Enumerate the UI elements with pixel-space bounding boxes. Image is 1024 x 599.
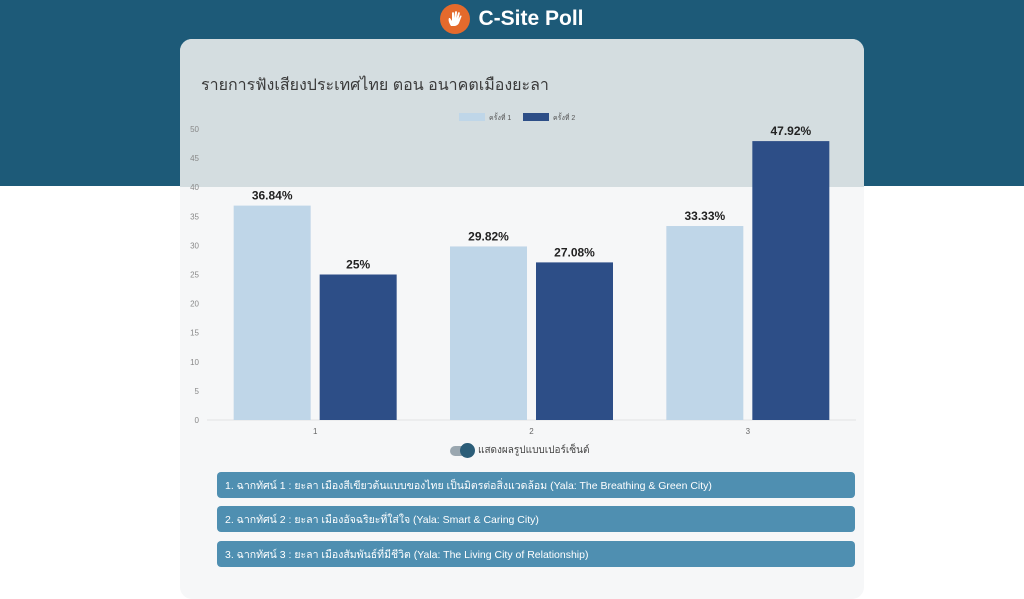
y-tick-label: 10 (190, 358, 199, 367)
legend-swatch-1 (459, 113, 485, 121)
legend-label-2: ครั้งที่ 2 (553, 111, 575, 122)
poll-bar-chart: 0 5 10 15 20 25 30 35 40 45 50 36.84% 25% 1 29.82% 27.0… (190, 111, 856, 436)
bar-series1-cat3 (666, 226, 744, 420)
data-label: 27.08% (554, 245, 595, 259)
bar-series1-cat1 (233, 205, 311, 420)
x-tick-label: 2 (529, 427, 534, 436)
y-tick-label: 30 (190, 241, 199, 250)
y-tick-label: 50 (190, 125, 199, 134)
y-tick-label: 40 (190, 183, 199, 192)
y-tick-label: 25 (190, 271, 199, 280)
option-1[interactable]: 1. ฉากทัศน์ 1 : ยะลา เมืองสีเขียวต้นแบบข… (217, 472, 855, 498)
data-label: 47.92% (770, 124, 811, 138)
data-label: 29.82% (468, 229, 509, 243)
poll-title: รายการฟังเสียงประเทศไทย ตอน อนาคตเมืองยะ… (201, 77, 549, 94)
toggle-switch[interactable] (450, 442, 475, 458)
x-tick-label: 3 (746, 427, 751, 436)
toggle-label: แสดงผลรูปแบบเปอร์เซ็นต์ (478, 445, 590, 456)
y-tick-label: 15 (190, 329, 199, 338)
data-label: 36.84% (252, 189, 293, 203)
percentage-toggle[interactable]: แสดงผลรูปแบบเปอร์เซ็นต์ (450, 442, 590, 458)
raised-hand-icon (440, 4, 471, 34)
data-label: 25% (346, 258, 370, 272)
toggle-knob (460, 442, 475, 458)
y-tick-label: 45 (190, 154, 199, 163)
option-3[interactable]: 3. ฉากทัศน์ 3 : ยะลา เมืองสัมพันธ์ที่มีช… (217, 541, 855, 567)
bar-series2-cat1 (319, 274, 397, 420)
app-header: C-Site Poll (0, 0, 1024, 38)
x-tick-label: 1 (313, 427, 318, 436)
legend-label-1: ครั้งที่ 1 (489, 111, 511, 122)
option-2[interactable]: 2. ฉากทัศน์ 2 : ยะลา เมืองอัจฉริยะที่ใส่… (217, 506, 855, 532)
bar-series2-cat2 (536, 262, 613, 420)
legend-swatch-2 (523, 113, 549, 121)
bar-series1-cat2 (450, 246, 527, 420)
app-title: C-Site Poll (478, 7, 584, 30)
card-title-band (180, 39, 864, 187)
y-tick-label: 20 (190, 300, 199, 309)
y-tick-label: 5 (195, 387, 200, 396)
data-label: 33.33% (684, 209, 725, 223)
y-tick-label: 0 (195, 416, 200, 425)
bar-series2-cat3 (752, 141, 830, 420)
y-tick-label: 35 (190, 212, 199, 221)
poll-card: รายการฟังเสียงประเทศไทย ตอน อนาคตเมืองยะ… (180, 39, 864, 599)
